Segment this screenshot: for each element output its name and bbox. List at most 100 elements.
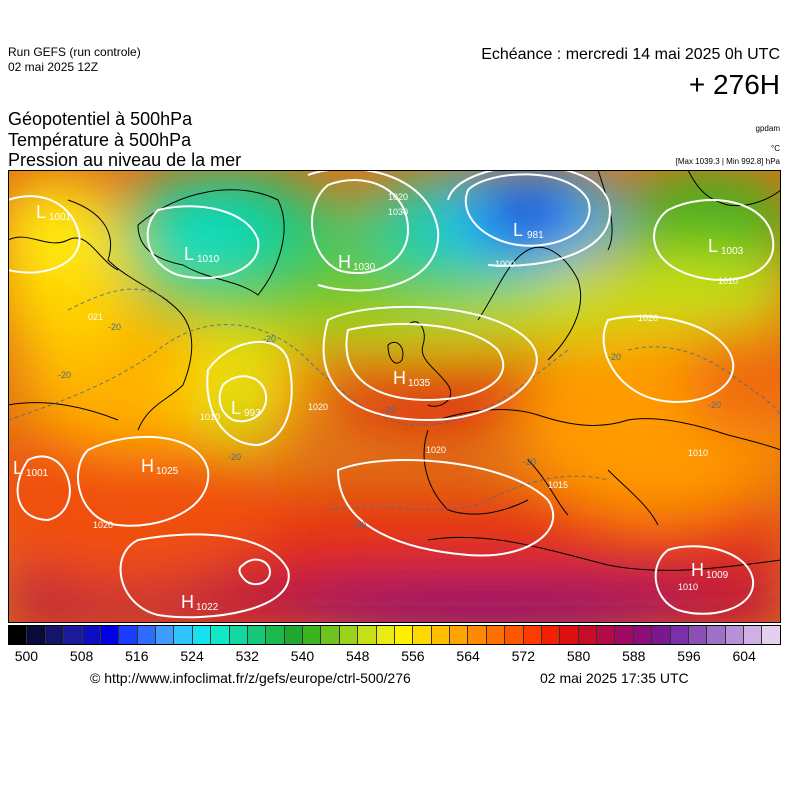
colorbar-swatch	[229, 626, 248, 644]
isotherm-label: -20	[523, 457, 536, 467]
svg-text:1030: 1030	[353, 262, 376, 273]
variable-pressure: Pression au niveau de la mer	[8, 150, 242, 170]
svg-text:H: H	[691, 560, 704, 580]
forecast-valid-time: Echéance : mercredi 14 mai 2025 0h UTC	[481, 46, 780, 63]
svg-text:L: L	[184, 244, 194, 264]
variable-geopotential: Géopotentiel à 500hPa	[8, 109, 193, 129]
colorbar-swatch	[284, 626, 303, 644]
isotherm-label: -20	[263, 334, 276, 344]
colorbar-swatch	[541, 626, 561, 644]
colorbar-swatch	[670, 626, 689, 644]
colorbar-tick-label: 588	[622, 648, 646, 664]
svg-text:L: L	[708, 236, 718, 256]
colorbar-swatch	[9, 626, 28, 644]
colorbar-swatch	[468, 626, 487, 644]
colorbar-swatch	[597, 626, 616, 644]
colorbar-swatch	[156, 626, 175, 644]
map-border	[8, 170, 781, 623]
geopotential-colorbar	[8, 625, 781, 645]
colorbar-tick-label: 564	[456, 648, 480, 664]
colorbar-swatch	[744, 626, 763, 644]
pressure-max-min: [Max 1039.3 | Min 992.8] hPa	[675, 157, 780, 166]
colorbar-swatch	[266, 626, 285, 644]
pressure-centers: L 1001 L 1010 H 1030 L 981 L 1003 L 993 H 1035 …	[13, 202, 744, 613]
colorbar-swatch	[358, 626, 377, 644]
colorbar-swatch	[27, 626, 46, 644]
colorbar-tick-label: 548	[346, 648, 370, 664]
isotherms	[8, 288, 781, 511]
variable-temperature: Température à 500hPa	[8, 130, 192, 150]
run-date: 02 mai 2025 12Z	[8, 60, 99, 74]
colorbar-swatch	[688, 626, 708, 644]
source-credit: © http://www.infoclimat.fr/z/gefs/europe…	[90, 670, 411, 686]
colorbar-swatch	[303, 626, 322, 644]
low-center: L 993	[231, 398, 261, 419]
svg-text:H: H	[393, 368, 406, 388]
svg-text:993: 993	[244, 408, 261, 419]
colorbar-tick-label: 572	[511, 648, 536, 664]
colorbar-swatch	[82, 626, 101, 644]
coastlines	[8, 170, 781, 571]
low-center: L 981	[513, 220, 544, 241]
colorbar-swatch	[100, 626, 120, 644]
svg-text:981: 981	[527, 230, 544, 241]
high-center: H 1022	[181, 592, 219, 613]
isobar-label: 1020	[388, 192, 408, 202]
colorbar-swatch	[707, 626, 726, 644]
colorbar-swatch	[211, 626, 230, 644]
colorbar-tick-label: 508	[69, 648, 94, 664]
colorbar-swatch	[652, 626, 671, 644]
colorbar-swatch	[450, 626, 469, 644]
colorbar-swatch	[339, 626, 359, 644]
isobar-label: 021	[88, 312, 103, 322]
svg-text:L: L	[13, 458, 23, 478]
geopotential-field	[8, 170, 781, 623]
colorbar-swatch	[137, 626, 156, 644]
colorbar-swatch	[505, 626, 524, 644]
high-center: H 1035	[393, 368, 431, 389]
isotherm-label: -20	[228, 452, 241, 462]
colorbar-swatch	[486, 626, 506, 644]
svg-text:1009: 1009	[706, 570, 729, 581]
isobar-label: 1020	[426, 445, 446, 455]
high-center: H 1030	[338, 252, 376, 273]
colorbar-tick-label: 500	[14, 648, 39, 664]
colorbar-swatch	[431, 626, 450, 644]
colorbar-tick-label: 524	[180, 648, 204, 664]
high-center: H 1009	[691, 560, 729, 581]
low-center: L 1010	[184, 244, 220, 265]
colorbar-tick-label: 580	[566, 648, 591, 664]
colorbar-swatch	[615, 626, 634, 644]
unit-geopotential: gpdam	[755, 124, 780, 133]
colorbar-swatch	[633, 626, 653, 644]
isotherm-label: -20	[708, 400, 721, 410]
svg-text:H: H	[338, 252, 351, 272]
isobar-label: 1030	[388, 207, 408, 217]
isobar-labels: 1030 1000 1010 1020 1020 1010 1020 1020 …	[88, 192, 738, 592]
svg-text:1003: 1003	[721, 246, 744, 257]
colorbar-swatch	[762, 626, 780, 644]
colorbar-swatch	[560, 626, 579, 644]
low-center: L 1001	[36, 202, 72, 223]
colorbar-swatch	[174, 626, 193, 644]
colorbar-swatch	[376, 626, 395, 644]
isobar-label: 1020	[638, 313, 658, 323]
issued-time: 02 mai 2025 17:35 UTC	[540, 670, 689, 686]
colorbar-tick-label: 532	[235, 648, 259, 664]
high-center: H 1025	[141, 456, 179, 477]
colorbar-tick-label: 596	[677, 648, 701, 664]
isobar-label: 1010	[678, 582, 698, 592]
colorbar-tick-label: 556	[401, 648, 425, 664]
isobar-label: 1010	[688, 448, 708, 458]
svg-text:1022: 1022	[196, 602, 219, 613]
colorbar-ticks: 500 508 516 524 532 540 548 556 564 572 580 588 596 6…	[8, 648, 781, 666]
colorbar-swatch	[413, 626, 432, 644]
svg-text:1025: 1025	[156, 466, 179, 477]
svg-text:1010: 1010	[197, 254, 220, 265]
low-center: L 1001	[13, 458, 49, 479]
isobar-label: 1010	[200, 412, 220, 422]
colorbar-tick-label: 540	[290, 648, 315, 664]
isotherm-label: -20	[383, 405, 396, 415]
isobar-label: 1010	[718, 276, 738, 286]
colorbar-swatch	[321, 626, 340, 644]
